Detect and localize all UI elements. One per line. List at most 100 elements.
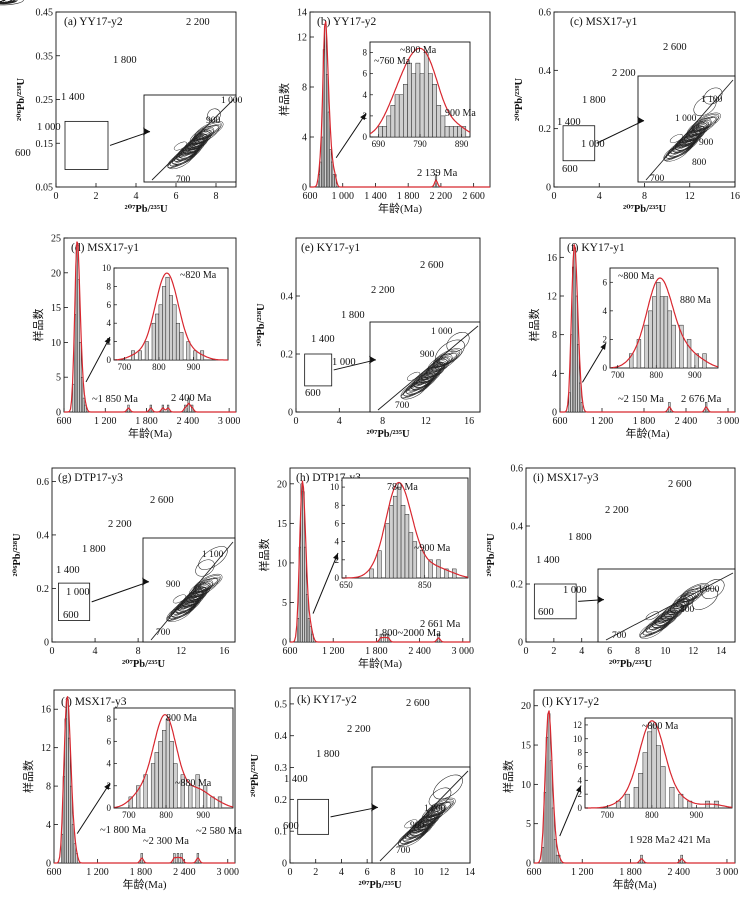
panel-title: (b) YY17-y2 [317, 16, 377, 28]
age-label: 600 [562, 164, 578, 175]
zoom-arrow [312, 552, 339, 614]
y-tick-label: 0.6 [539, 8, 552, 19]
inset-ellipse [703, 87, 723, 105]
histogram-bar [305, 594, 309, 643]
histogram-bar [329, 149, 332, 188]
inset-y-tick-label: 0 [603, 363, 608, 373]
panel-k: 0 2 4 6 8 10 12 14 0 0.1 0.2 0.3 0.4 0.5 (k) KY17-y2 ²⁰… [0, 0, 475, 891]
inset-age-label: 1 000 [424, 804, 446, 814]
inset-ellipse [426, 799, 454, 817]
inset-ellipse [188, 578, 219, 597]
histogram-bar [551, 807, 555, 864]
age-label: 1 400 [557, 117, 581, 128]
histogram-bar [580, 402, 583, 413]
x-tick-label: 1 400 [364, 191, 387, 202]
inset-bar [663, 296, 669, 369]
inset-ellipse [418, 370, 438, 383]
inset-x-tick-label: 900 [187, 362, 201, 372]
histogram-bar [68, 737, 71, 864]
inset-bar [436, 559, 441, 579]
histogram-bar [555, 854, 559, 864]
y-axis-label: 样品数 [31, 309, 45, 342]
x-tick-label: 0 [54, 191, 59, 202]
inset-bar [172, 304, 177, 361]
peak-label: ~900 Ma [414, 543, 451, 554]
inset-x-tick-label: 900 [197, 810, 211, 820]
inset-bar [382, 126, 387, 138]
inset-y-tick-label: 0 [578, 803, 583, 813]
inset-bar [173, 763, 178, 809]
x-tick-label: 12 [176, 646, 186, 657]
arrow-head [600, 343, 606, 350]
inset-bar [629, 353, 634, 369]
inset-age-label: 900 [166, 580, 181, 590]
arrow-head [142, 577, 149, 586]
x-tick-label: 2 400 [667, 867, 690, 878]
inset-y-tick-label: 8 [363, 48, 368, 58]
kde-curve [290, 480, 470, 643]
y-tick-label: 4 [46, 820, 51, 831]
x-tick-label: 1 800 [135, 416, 158, 427]
inset-bar [175, 322, 180, 361]
y-axis-label: 样品数 [501, 760, 515, 793]
y-tick-label: 0.05 [36, 183, 54, 194]
y-tick-label: 0.35 [36, 51, 54, 62]
inset-ellipse [660, 607, 680, 621]
inset-ellipse [430, 352, 458, 369]
histogram-bar [549, 760, 553, 864]
age-label: 2 600 [406, 698, 430, 709]
inset-bar [652, 296, 657, 369]
x-axis-label: 年龄(Ma) [626, 426, 670, 440]
age-label: 2 200 [347, 724, 371, 735]
histogram-bar [324, 24, 327, 188]
x-axis-label: ²⁰⁷Pb/²³⁵U [124, 204, 168, 215]
inset-ellipse [670, 601, 686, 613]
y-tick-label: 15 [51, 303, 61, 314]
histogram-bar [176, 853, 180, 864]
x-tick-label: 3 000 [217, 867, 240, 878]
panel-title: (i) MSX17-y3 [533, 472, 599, 484]
histogram-bar [72, 383, 75, 413]
panel-a: 0 2 4 6 8 0.05 0.15 0.25 0.35 0.45 (a) YY17-y2 ²⁰⁷P… [0, 0, 243, 215]
histogram-bar [577, 344, 580, 413]
y-tick-label: 0.6 [37, 477, 50, 488]
histogram-bar [82, 397, 85, 413]
histogram-bar [319, 161, 322, 188]
inset-ellipse [407, 371, 421, 381]
inset-bar [420, 550, 425, 579]
y-tick-label: 20 [277, 479, 287, 490]
inset-y-tick-label: 6 [578, 761, 583, 771]
y-tick-label: 0.25 [36, 95, 54, 106]
inset-bar [195, 774, 200, 809]
age-annotation: 2 661 Ma [420, 619, 461, 630]
inset-plot [142, 537, 236, 643]
y-tick-label: 0.4 [281, 292, 294, 303]
x-tick-label: 600 [553, 416, 568, 427]
age-label: 2 200 [108, 519, 132, 530]
x-tick-label: 8 [635, 646, 640, 657]
histogram-bar [307, 618, 311, 643]
inset-ellipse [182, 594, 201, 607]
x-tick-label: 2 600 [462, 191, 485, 202]
x-tick-label: 3 000 [452, 646, 475, 657]
y-tick-label: 16 [547, 253, 557, 264]
y-axis-label: ²⁰⁶Pb/²³⁸U [514, 78, 525, 122]
y-axis-label: ²⁰⁶Pb/²³⁸U [486, 533, 497, 577]
inset-bar [203, 785, 208, 809]
x-tick-label: 1 200 [94, 416, 117, 427]
inset-kde-curve [369, 47, 471, 135]
inset-x-tick-label: 700 [601, 810, 615, 820]
y-tick-label: 8 [302, 83, 307, 94]
x-tick-label: 4 [339, 867, 344, 878]
arrow-head [104, 337, 110, 344]
inset-plot: 700 800 900 0 2 4 6 ~800 Ma 880 Ma [603, 267, 719, 380]
inset-ellipse [189, 125, 220, 145]
x-axis-label: 年龄(Ma) [378, 201, 422, 215]
age-annotation: ~2 150 Ma [618, 394, 664, 405]
age-label: 1 800 [341, 310, 365, 321]
inset-age-label: 900 [206, 116, 221, 126]
inset-y-tick-label: 0 [335, 573, 340, 583]
x-tick-label: 0 [552, 191, 557, 202]
age-label: 2 600 [663, 42, 687, 53]
